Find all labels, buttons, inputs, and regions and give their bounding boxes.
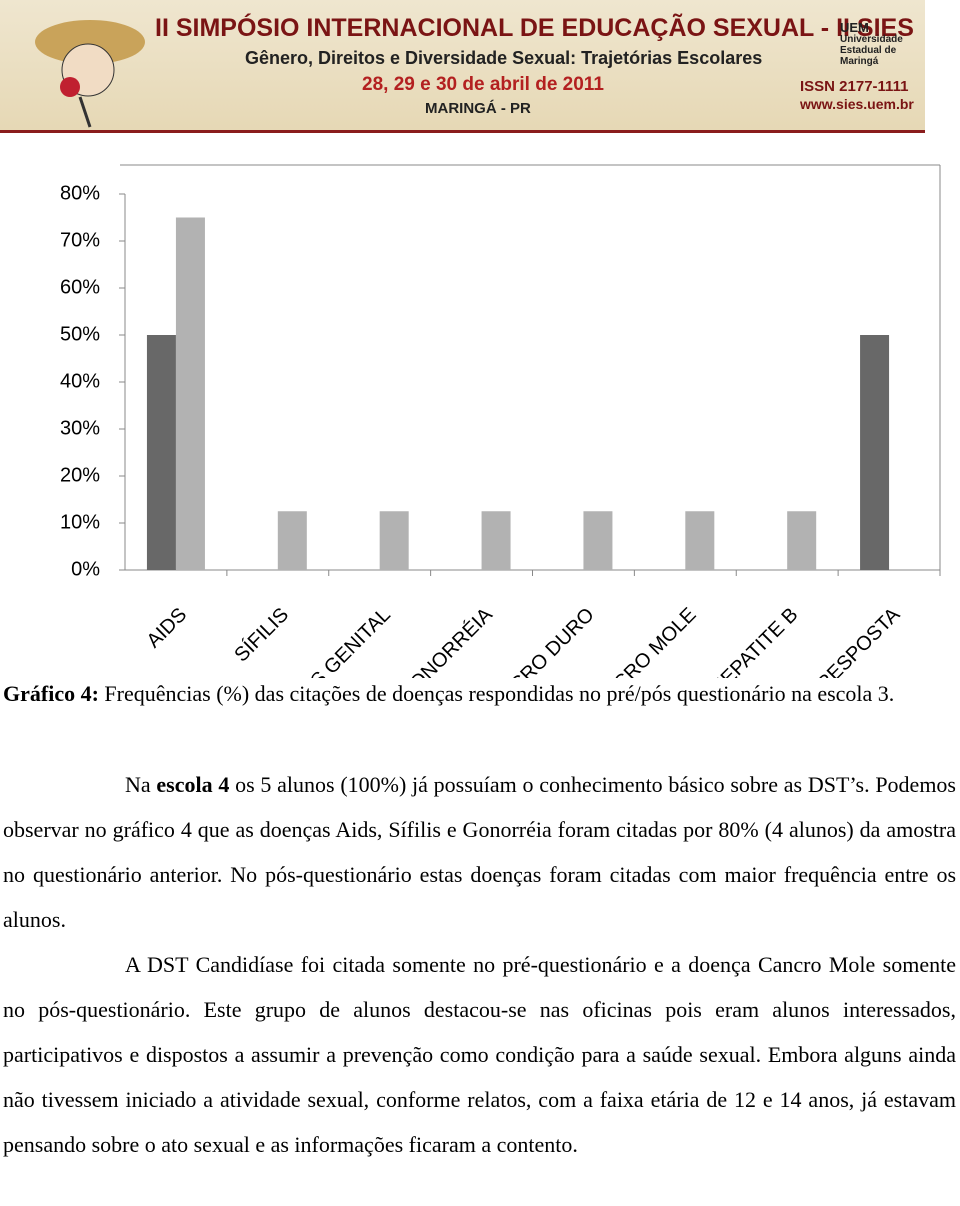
bar: [481, 511, 511, 570]
y-tick-label: 50%: [60, 323, 100, 345]
caption: Gráfico 4: Frequências (%) das citações …: [3, 680, 956, 708]
org-name: Estadual de: [840, 45, 897, 56]
url: www.sies.uem.br: [800, 96, 914, 112]
y-tick-label: 10%: [60, 511, 100, 533]
bar: [277, 511, 307, 570]
y-tick-label: 40%: [60, 370, 100, 392]
bar: [379, 511, 409, 570]
subtitle: Gênero, Direitos e Diversidade Sexual: T…: [245, 48, 763, 68]
paragraph: A DST Candidíase foi citada somente no p…: [3, 952, 956, 1157]
bar: [685, 511, 715, 570]
bar: [860, 335, 890, 570]
issn: ISSN 2177-1111: [800, 78, 909, 95]
org-name: Maringá: [840, 56, 879, 67]
caption-text: Frequências (%) das citações de doenças …: [98, 681, 895, 706]
org-name: Universidade: [840, 34, 903, 45]
title: II SIMPÓSIO INTERNACIONAL DE EDUCAÇÃO SE…: [155, 14, 914, 42]
caption-label: Gráfico 4:: [3, 681, 99, 706]
paragraph: Na escola 4 os 5 alunos (100%) já possuí…: [3, 762, 956, 942]
body: Na escola 4 os 5 alunos (100%) já possuí…: [3, 762, 956, 1167]
y-tick-label: 70%: [60, 229, 100, 251]
x-tick-label: HEPATITE B: [706, 604, 802, 678]
logo-figure: [35, 20, 145, 128]
y-tick-label: 30%: [60, 417, 100, 439]
bar: [583, 511, 613, 570]
text: os 5 alunos (100%) já possuíam o conheci…: [3, 772, 956, 932]
bar: [787, 511, 817, 570]
y-tick-label: 80%: [60, 182, 100, 204]
org: UEM: [840, 20, 869, 35]
x-tick-label: AIDS: [143, 604, 192, 653]
bold-text: escola 4: [156, 772, 230, 797]
bar: [175, 217, 205, 570]
place: MARINGÁ - PR: [425, 100, 531, 117]
chart: 0%10%20%30%40%50%60%70%80%AIDS SÍFILISHER…: [60, 164, 941, 678]
dates: 28, 29 e 30 de abril de 2011: [362, 74, 604, 95]
x-tick-label: CANCRO DURO: [476, 604, 598, 678]
x-tick-label: CANCRO MOLE: [580, 604, 701, 678]
banner: II SIMPÓSIO INTERNACIONAL DE EDUCAÇÃO SE…: [0, 0, 925, 133]
x-tick-label: SÍFILIS: [230, 603, 293, 666]
bar: [146, 335, 176, 570]
y-tick-label: 60%: [60, 276, 100, 298]
y-tick-label: 0%: [71, 558, 100, 580]
text: Na: [125, 772, 157, 797]
x-tick-label: GONORRÉIA: [394, 603, 497, 678]
y-tick-label: 20%: [60, 464, 100, 486]
